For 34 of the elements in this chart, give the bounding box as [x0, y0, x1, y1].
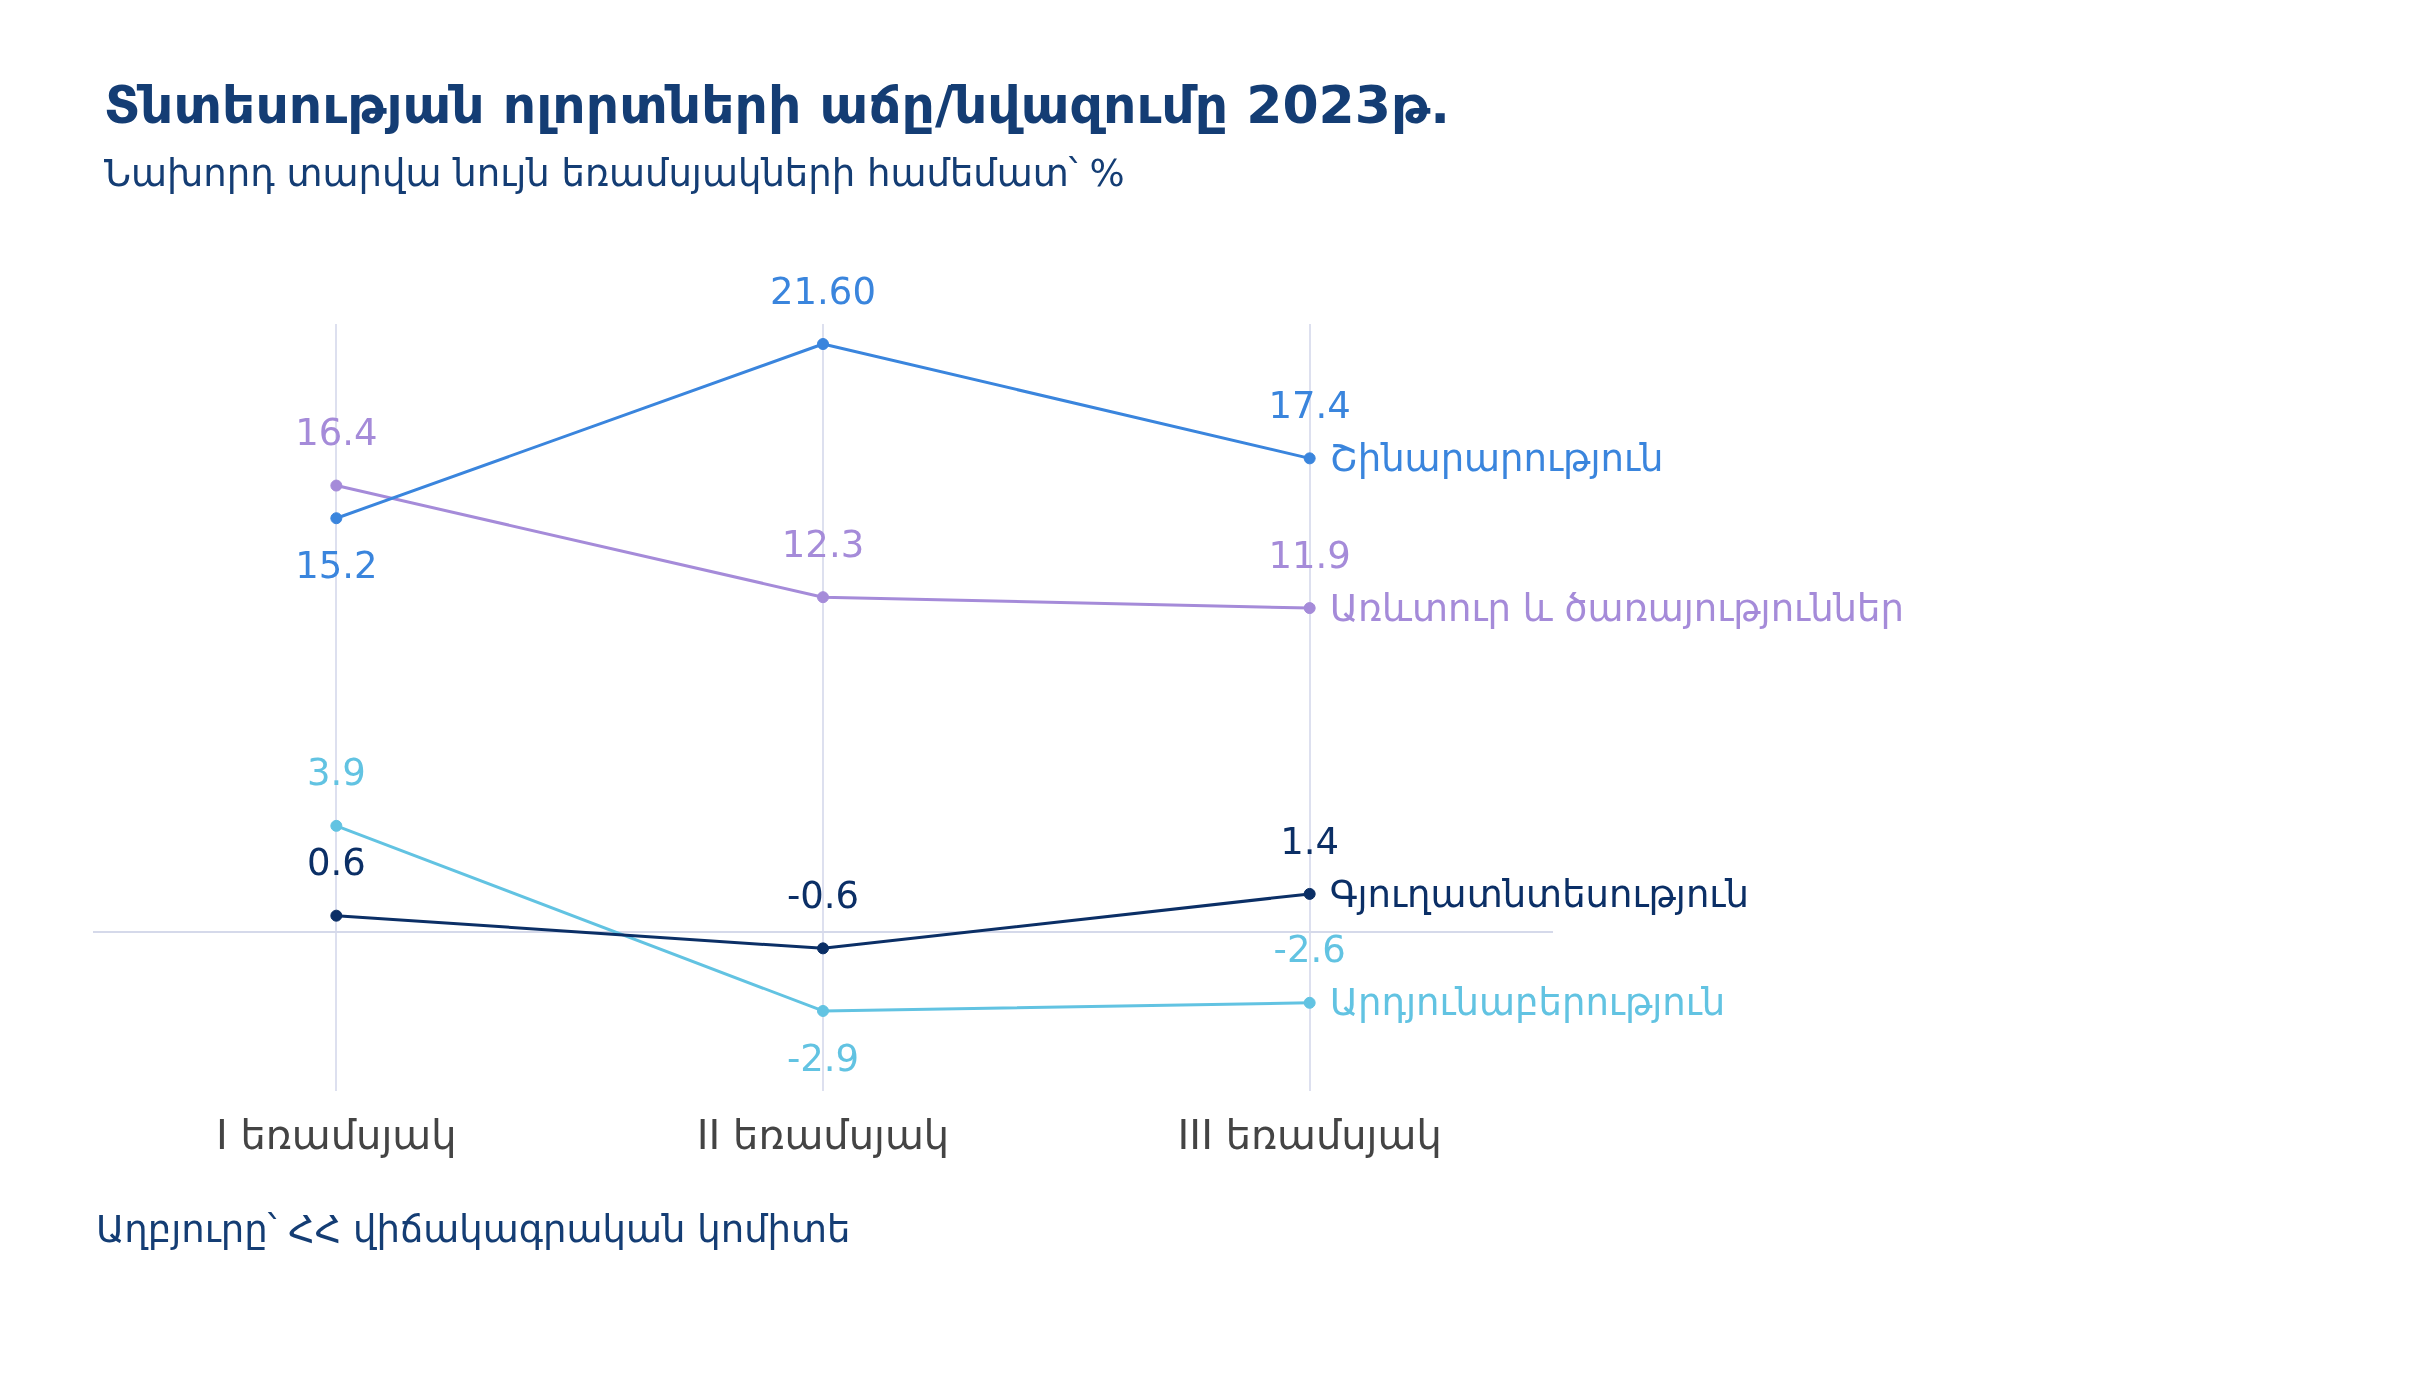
point [1303, 602, 1316, 615]
data-label: 12.3 [781, 522, 865, 566]
data-label: 1.4 [1280, 819, 1340, 863]
data-label: 11.9 [1268, 533, 1351, 577]
text: Աղբյուրը՝ ՀՀ վիճակագրական կոմիտե [96, 1208, 851, 1253]
data-label: 16.4 [295, 411, 378, 455]
point [330, 512, 343, 525]
point [817, 591, 829, 604]
data-label: 17.4 [1268, 383, 1351, 427]
data-label: 15.2 [295, 543, 378, 587]
x-tick-label: III եռամսյակ [1177, 1112, 1442, 1159]
point [817, 338, 829, 351]
point [330, 479, 343, 492]
x-tick-label: I եռամսյակ [216, 1112, 457, 1159]
point [817, 1004, 829, 1017]
point [1303, 452, 1316, 465]
data-label: -0.6 [786, 873, 860, 917]
series-label: Գյուղատնտեսություն [1329, 872, 1749, 916]
data-label: -2.6 [1273, 928, 1346, 972]
data-label: 21.60 [770, 269, 876, 313]
chart-title: Տնտեսության ոլորտների աճը/նվազումը 2023թ. [104, 74, 1451, 137]
x-tick-label: II եռամսյակ [696, 1112, 950, 1159]
point [330, 819, 343, 832]
point [817, 942, 829, 955]
chart-subtitle: Նախորդ տարվա նույն եռամսյակների համեմատ՝ % [104, 152, 1125, 197]
data-label: 0.6 [306, 841, 366, 885]
data-label: 3.9 [306, 751, 366, 795]
series-label: Առևտուր և ծառայություններ [1329, 586, 1904, 630]
series-label: Արդյունաբերություն [1329, 981, 1726, 1025]
point [1303, 996, 1316, 1009]
series-label: Շինարարություն [1329, 436, 1664, 480]
data-label: -2.9 [786, 1036, 860, 1080]
point [330, 909, 343, 922]
point [1303, 887, 1316, 900]
